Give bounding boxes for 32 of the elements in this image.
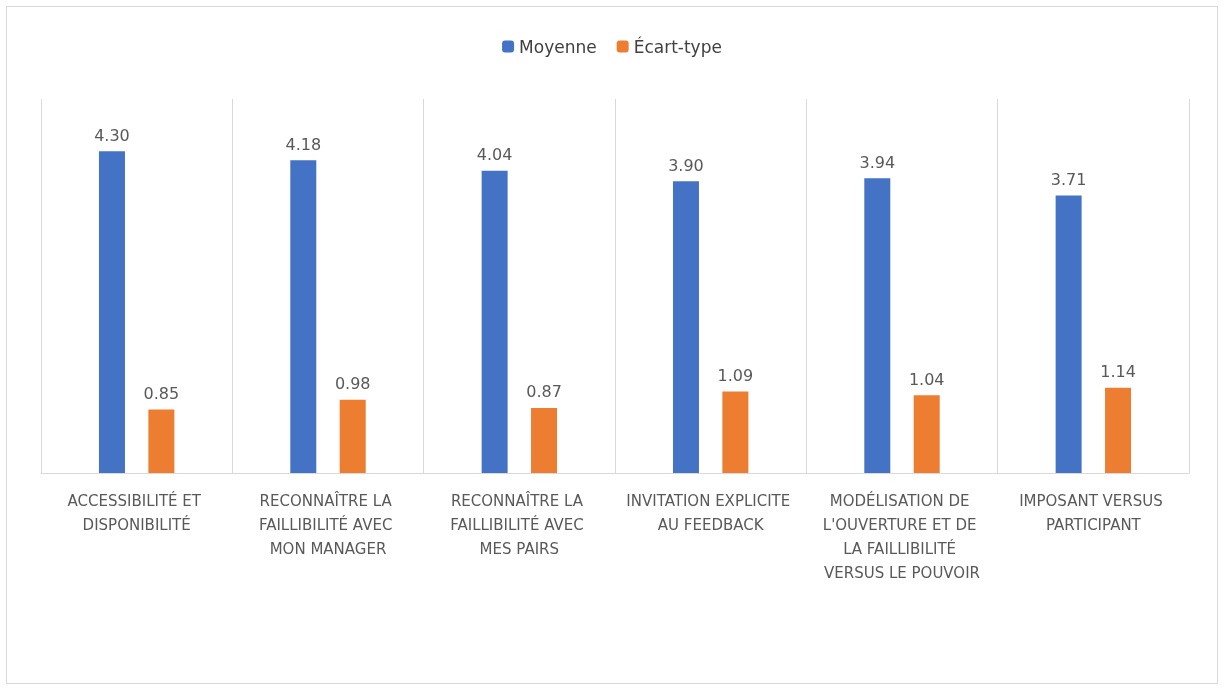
bar [1105, 387, 1132, 473]
legend-label: Écart-type [633, 35, 722, 57]
x-tick-label: IMPOSANT VERSUS PARTICIPANT [1019, 492, 1168, 534]
data-label: 3.94 [859, 152, 896, 172]
data-label: 0.98 [334, 374, 371, 394]
data-label: 1.09 [717, 365, 754, 385]
data-label: 3.71 [1050, 169, 1087, 189]
bar [339, 399, 366, 473]
x-tick-label: ACCESSIBILITÉ ET DISPONIBILITÉ [67, 491, 206, 534]
x-tick-label: MODÉLISATION DE L'OUVERTURE ET DE LA FAILLIBILITÉ VERSUS LE POUVOIR [822, 491, 982, 582]
data-label: 3.90 [668, 155, 704, 175]
x-tick-label: RECONNAÎTRE LA FAILLIBILITÉ AVEC MON MANAGER [258, 491, 398, 558]
bar [1055, 195, 1082, 473]
data-label: 4.18 [285, 134, 322, 154]
x-tick-label: INVITATION EXPLICITE AU FEEDBACK [626, 492, 796, 534]
data-label: 0.85 [143, 383, 180, 403]
bar [722, 391, 749, 473]
bar [864, 178, 891, 473]
legend-label: Moyenne [519, 36, 597, 57]
data-label: 0.87 [526, 382, 562, 402]
bar [913, 395, 940, 473]
data-label: 1.04 [908, 369, 945, 389]
bar [148, 409, 175, 473]
bar [98, 151, 125, 473]
bar [290, 160, 317, 473]
bar [672, 181, 699, 473]
data-label: 1.14 [1100, 362, 1136, 382]
bar [531, 407, 558, 473]
bar [481, 170, 508, 473]
data-label: 4.04 [476, 145, 513, 165]
data-label: 4.30 [94, 125, 130, 145]
x-tick-label: RECONNAÎTRE LA FAILLIBILITÉ AVEC MES PAIRS [450, 491, 589, 558]
